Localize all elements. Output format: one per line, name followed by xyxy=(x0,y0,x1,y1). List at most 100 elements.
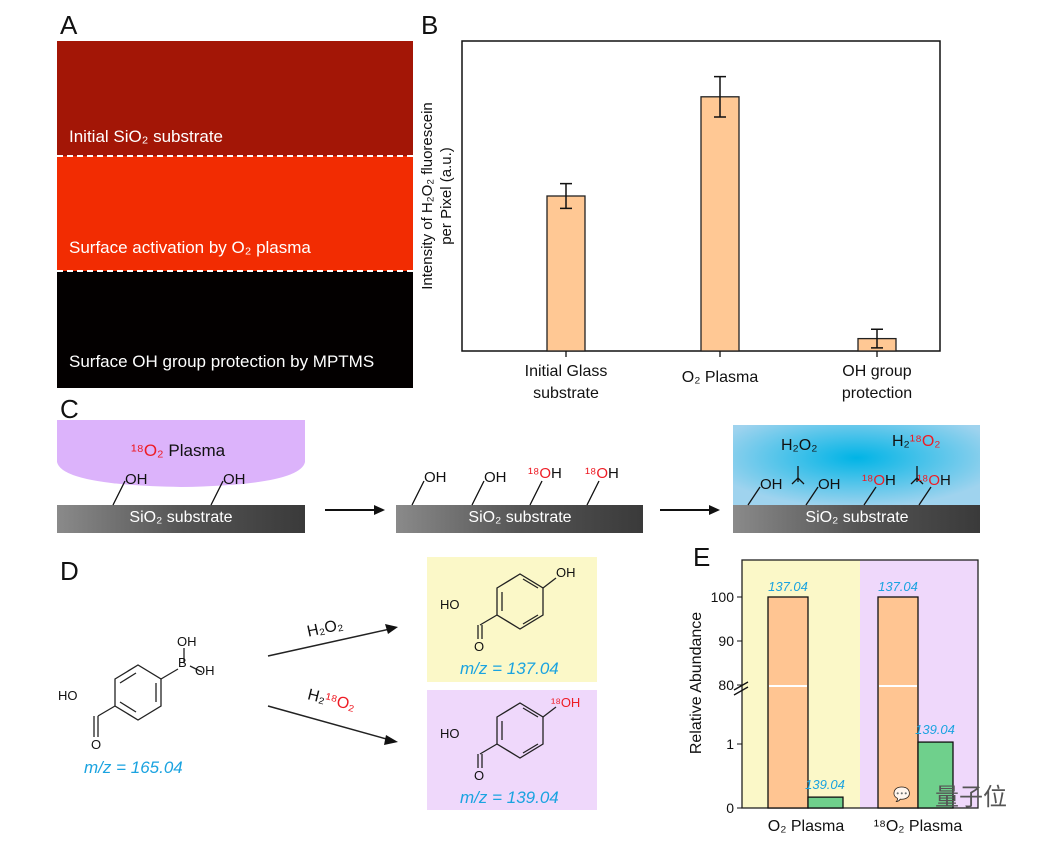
bar-139 xyxy=(807,796,844,809)
h: H xyxy=(608,465,619,482)
band-label: Surface activation by O₂ plasma xyxy=(69,238,311,257)
oh-label: OH xyxy=(760,476,783,493)
y-tick-label: 0 xyxy=(726,800,734,816)
bonds xyxy=(112,466,932,506)
x-tick-label: Initial Glass substrate xyxy=(525,361,608,405)
plot-frame xyxy=(741,559,979,809)
oh-label: OH xyxy=(484,469,507,486)
bar-137 xyxy=(767,596,809,809)
iso-oh-label: ¹⁸OH xyxy=(917,472,951,489)
h2o2-label: H₂O₂ xyxy=(781,437,818,454)
oh-label: OH xyxy=(223,471,246,488)
iso-oh-label: ¹⁸OH xyxy=(862,472,896,489)
atom-label: HO xyxy=(440,726,460,741)
plasma-word: Plasma xyxy=(163,441,226,460)
substrate-label: SiO₂ substrate xyxy=(468,509,572,526)
y-tick-label: 100 xyxy=(711,589,735,605)
process-arrow xyxy=(325,505,720,515)
atom-label: B xyxy=(178,655,187,670)
watermark: 量子位 xyxy=(935,784,1007,811)
data-label: 139.04 xyxy=(915,722,955,737)
iso-o: ¹⁸O xyxy=(585,465,608,482)
panel-d-label: D xyxy=(60,556,79,586)
iso-o: ¹⁸O xyxy=(528,465,551,482)
band-label: Initial SiO₂ substrate xyxy=(69,127,223,146)
product1-mz: m/z = 137.04 xyxy=(460,659,559,678)
h: H xyxy=(885,472,896,489)
panel-b-label: B xyxy=(421,10,439,40)
h2-18o2-label: H₂¹⁸O₂ xyxy=(892,433,941,451)
panel-e-label: E xyxy=(693,542,711,572)
product1-box xyxy=(427,557,597,682)
wechat-icon: 💬 xyxy=(893,786,911,802)
product2-box xyxy=(427,690,597,810)
band-plasma xyxy=(57,156,413,271)
bar-137 xyxy=(877,596,919,809)
axis-break-mark xyxy=(733,681,749,696)
product2-mz: m/z = 139.04 xyxy=(460,788,559,807)
dashed-divider xyxy=(57,270,413,272)
atom-label: HO xyxy=(440,597,460,612)
substrate xyxy=(57,505,305,533)
plasma-label: ¹⁸O₂ Plasma xyxy=(131,441,225,461)
panel-c-graphics xyxy=(57,420,980,533)
x-tick-line: Initial Glass xyxy=(524,363,608,380)
panel-c-label: C xyxy=(60,394,79,424)
benzene-ring xyxy=(477,573,557,639)
oh-label: OH xyxy=(125,471,148,488)
x-tick-label: O₂ Plasma xyxy=(767,818,845,835)
h: H xyxy=(940,472,951,489)
reactant-mz: m/z = 165.04 xyxy=(84,758,183,777)
atom-label: HO xyxy=(58,688,78,703)
reaction-arrow xyxy=(267,624,398,745)
y-axis-label: Relative Abundance xyxy=(688,611,705,755)
h2: H₂ xyxy=(892,433,910,450)
x-tick-line: substrate xyxy=(533,385,599,402)
x-tick-label: OH group protection xyxy=(842,361,912,405)
y-tick-label: 1 xyxy=(726,736,734,752)
x-tick-label: O₂ Plasma xyxy=(681,369,759,386)
x-tick-line: protection xyxy=(841,385,913,402)
atom-label: O xyxy=(474,768,485,783)
dashed-divider xyxy=(57,155,413,157)
atom-label: O xyxy=(91,737,102,752)
substrate xyxy=(396,505,643,533)
atom-label: O xyxy=(474,639,485,654)
bar xyxy=(546,195,586,352)
iso-o: ¹⁸O xyxy=(862,472,885,489)
water-region xyxy=(733,425,980,507)
substrate xyxy=(733,505,980,533)
oh-label: OH xyxy=(424,469,447,486)
chart-b xyxy=(461,40,941,357)
oh-label: OH xyxy=(818,476,841,493)
y-tick-label: 80 xyxy=(718,677,734,693)
data-label: 137.04 xyxy=(768,579,808,594)
band-protection xyxy=(57,271,413,388)
bar xyxy=(700,96,740,352)
iso-o: ¹⁸O xyxy=(917,472,940,489)
error-bar xyxy=(560,182,572,210)
h: H xyxy=(551,465,562,482)
data-label: 139.04 xyxy=(805,777,845,792)
atom-label: ¹⁸OH xyxy=(551,695,581,710)
band-initial xyxy=(57,41,413,156)
atom-label: OH xyxy=(195,663,215,678)
substrate-label: SiO₂ substrate xyxy=(805,509,909,526)
x-tick-line: OH group xyxy=(842,363,912,380)
iso-oh-label: ¹⁸OH xyxy=(585,465,619,482)
benzene-ring xyxy=(93,648,203,737)
iso-oh-label: ¹⁸OH xyxy=(528,465,562,482)
data-label: 137.04 xyxy=(878,579,918,594)
substrate-label: SiO₂ substrate xyxy=(129,509,233,526)
band-label: Surface OH group protection by MPTMS xyxy=(69,352,375,371)
plasma-cloud xyxy=(57,420,305,487)
x-tick-label: ¹⁸O₂ Plasma xyxy=(873,818,963,835)
error-bar xyxy=(714,75,726,118)
bar-139 xyxy=(917,741,954,809)
atom-label: OH xyxy=(556,565,576,580)
benzene-ring xyxy=(477,702,557,768)
iso-o2: ¹⁸O₂ xyxy=(909,433,941,450)
